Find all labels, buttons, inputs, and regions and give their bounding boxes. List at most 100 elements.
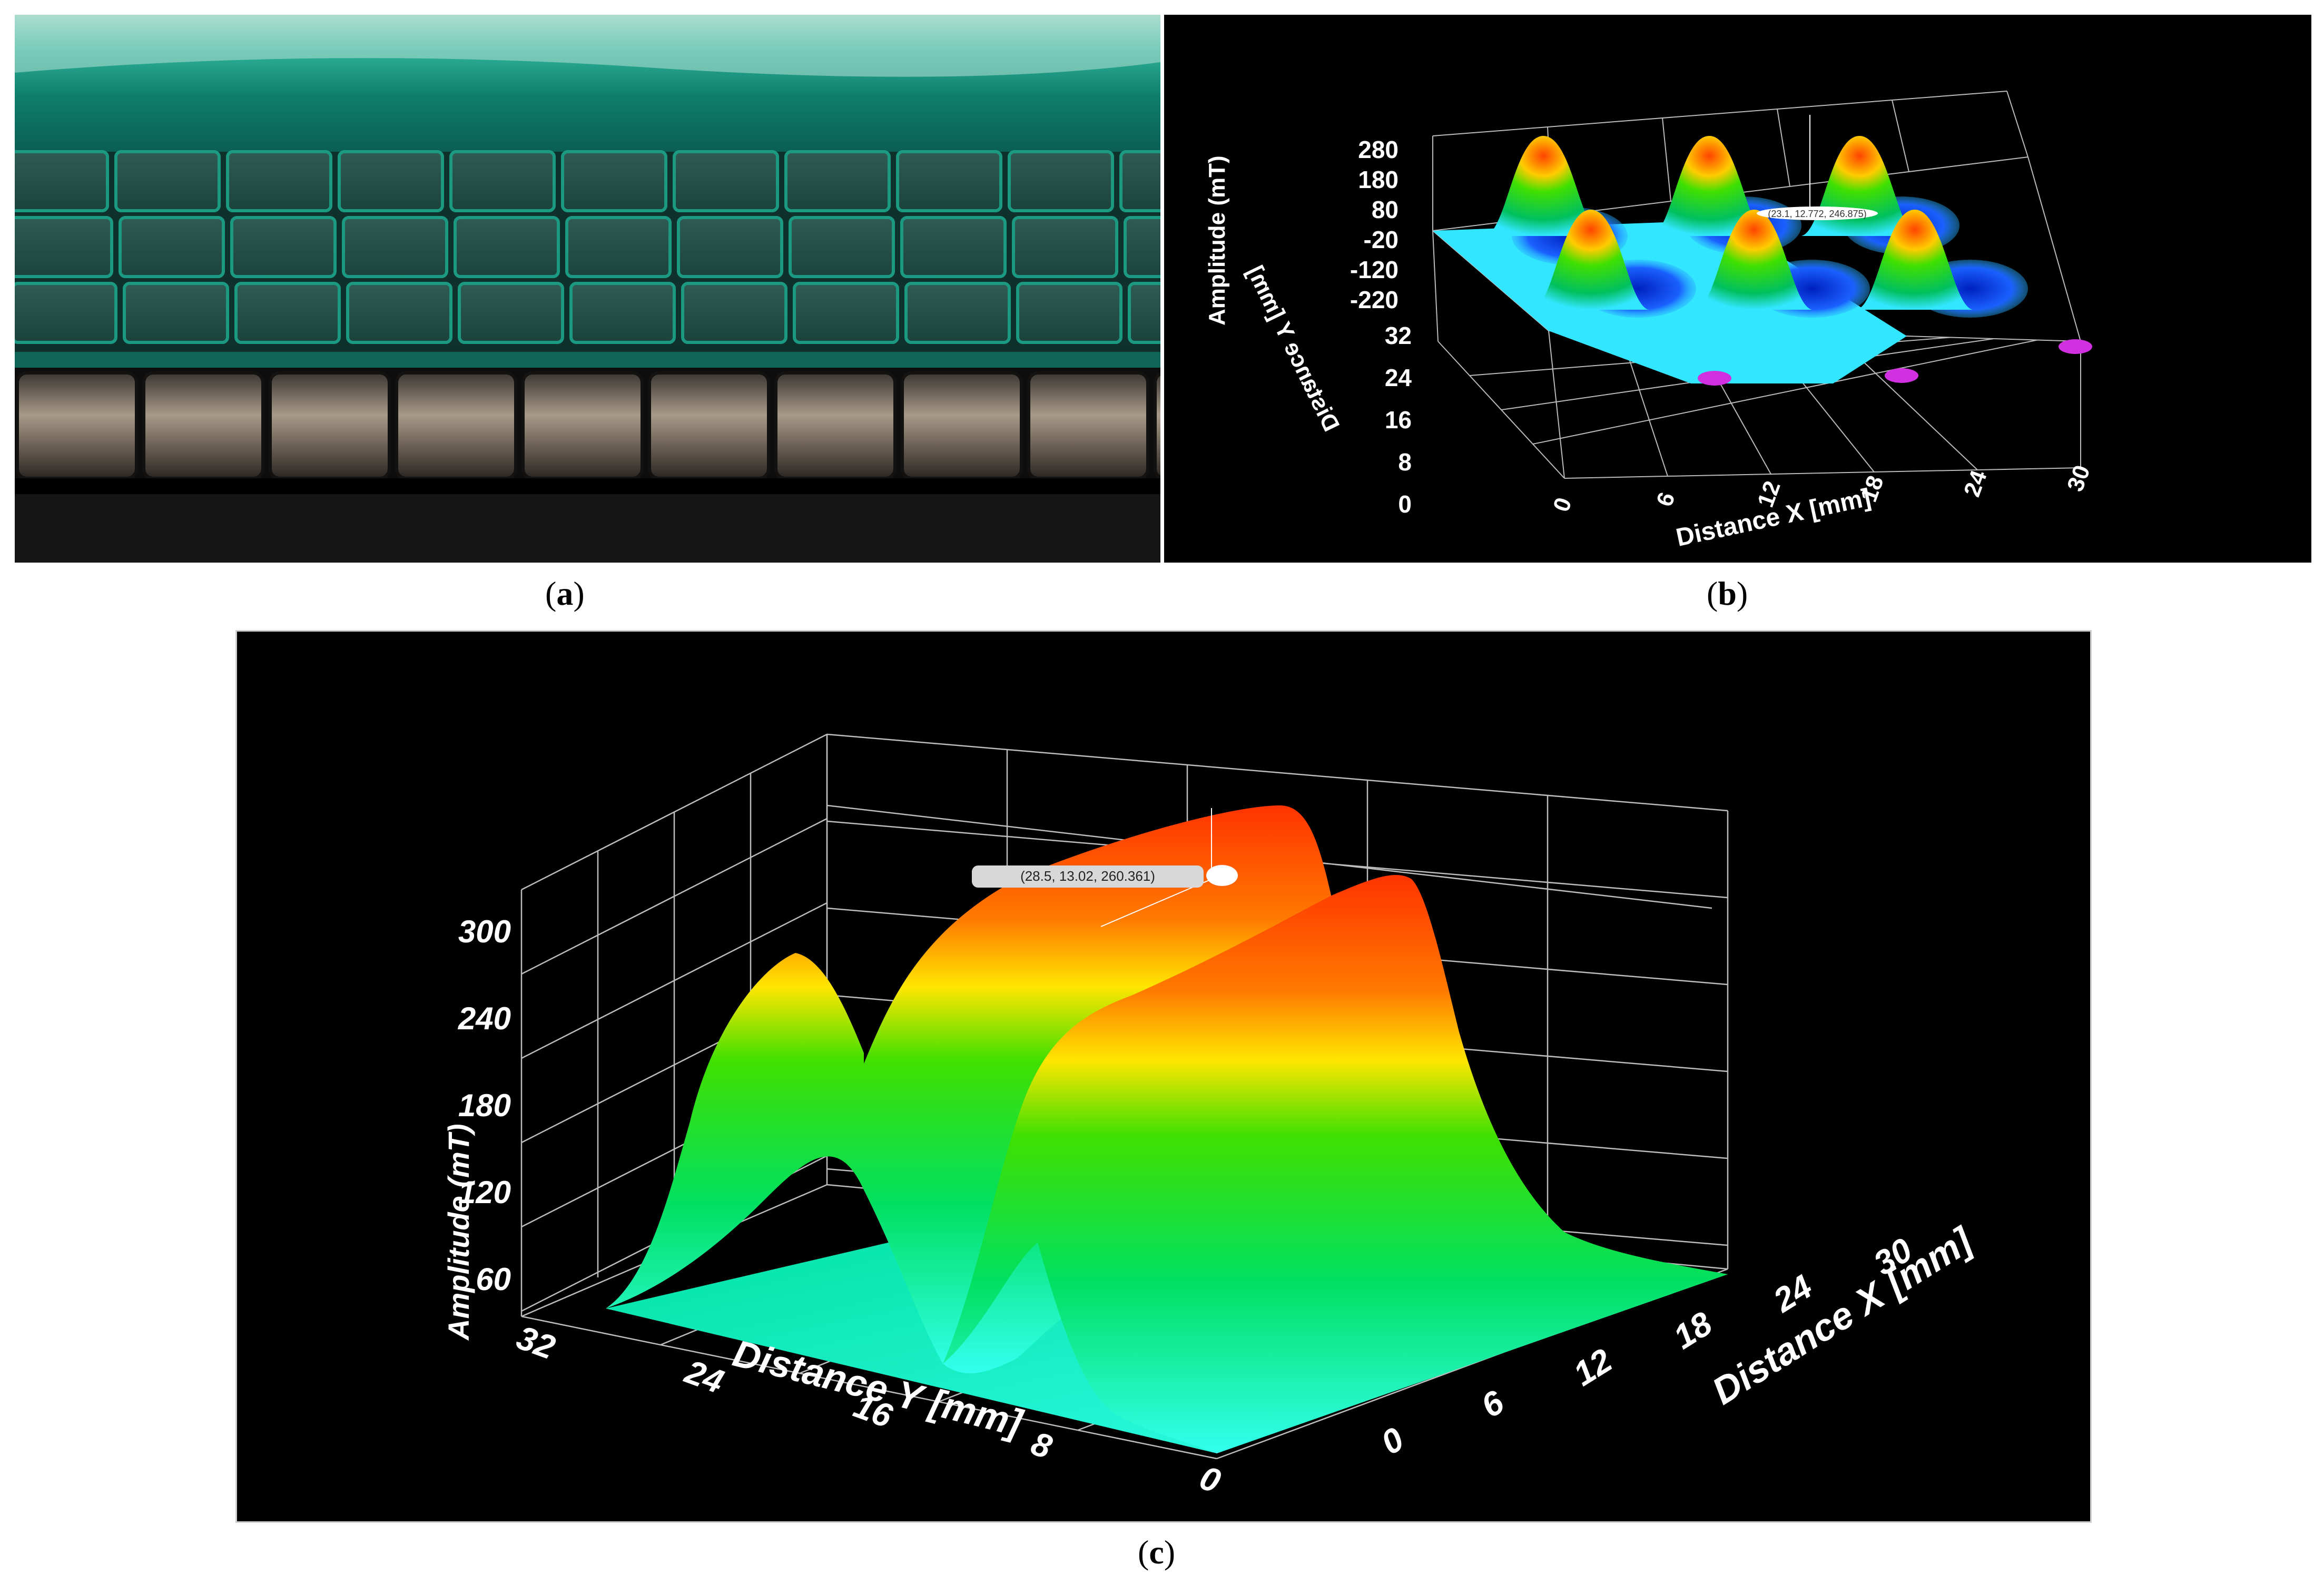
grid-line	[1432, 230, 1439, 342]
field-minimum	[2059, 339, 2092, 354]
magnet-array-photo	[15, 15, 1160, 563]
magnet-tile-top	[449, 150, 556, 212]
grid-line	[2027, 156, 2081, 342]
x-tick-label-c: 0	[1374, 1420, 1410, 1462]
z-tick-label-c: 240	[458, 1001, 511, 1036]
magnet-tile-top	[681, 282, 787, 344]
grid-line	[521, 818, 828, 975]
y-tick-label: 0	[1398, 490, 1412, 518]
surface-plot-c: 300 240 180 120 60 32 24 16 8 0 0 6 12 18 24 30 Amplitu…	[235, 630, 2092, 1523]
magnet-tile-top	[15, 216, 113, 278]
magnet-tile-top	[338, 150, 444, 212]
surface-plot-b: 280 180 80 -20 -120 -220 32 24 16 8 0 0 6 12 18 24 30 Am…	[1164, 15, 2311, 563]
y-tick-label-c: 8	[1026, 1424, 1057, 1466]
magnet-tile-top	[900, 216, 1007, 278]
magnet-front	[901, 371, 1023, 480]
magnet-front	[395, 371, 517, 480]
grid-line	[826, 733, 1728, 812]
field-minimum	[1698, 371, 1731, 386]
x-tick-label: 30	[2062, 462, 2095, 495]
z-tick-label-c: 180	[458, 1088, 511, 1123]
magnet-tile-top	[346, 282, 452, 344]
magnet-tile-top	[454, 216, 560, 278]
magnet-tile-top	[677, 216, 783, 278]
magnet-tile-top	[458, 282, 564, 344]
magnet-array-photo-icon	[15, 15, 1160, 563]
z-axis-label-c: Amplitude (mT)	[442, 1124, 475, 1341]
magnet-tile-top	[234, 282, 341, 344]
grid-line	[521, 1315, 1217, 1460]
magnet-tile-top	[1128, 282, 1160, 344]
field-peak	[1533, 210, 1649, 310]
magnet-front	[521, 371, 644, 480]
magnet-tile-top	[1124, 216, 1160, 278]
magnet-tile-top	[123, 282, 229, 344]
field-peak	[1857, 210, 1973, 310]
field-ridge-front	[943, 874, 1728, 1453]
z-tick-label-c: 300	[458, 914, 511, 949]
y-tick-label: 24	[1385, 364, 1412, 391]
magnet-tile-top	[342, 216, 448, 278]
film-covered-magnet-tiles	[15, 150, 1160, 352]
magnet-tile-top	[904, 282, 1011, 344]
grid-line	[1432, 91, 2007, 136]
cursor-label-c: (28.5, 13.02, 260.361)	[1020, 868, 1155, 884]
grid-line	[1548, 330, 1565, 479]
y-tick-label-c: 0	[1195, 1458, 1225, 1500]
grid-line	[1564, 467, 2081, 479]
magnet-front	[1154, 372, 1160, 479]
magnet-tile-top	[561, 150, 667, 212]
field-minimum	[1885, 368, 1918, 383]
magnet-tile-top	[114, 150, 221, 212]
x-tick-label: 0	[1548, 494, 1577, 515]
field-peak	[1485, 136, 1601, 236]
caption-b: (b)	[1707, 575, 1748, 612]
magnet-tile-top	[569, 282, 676, 344]
cursor-label-b: (23.1, 12.772, 246.875)	[1768, 209, 1866, 219]
y-tick-label: 16	[1385, 406, 1412, 434]
grid-line	[1892, 100, 1909, 172]
z-tick-label-c: 60	[476, 1262, 511, 1297]
magnet-front	[648, 371, 770, 480]
z-tick-label: -120	[1350, 256, 1399, 283]
magnet-tile-top	[1008, 150, 1114, 212]
magnet-tile-top	[230, 216, 337, 278]
magnet-tile-top	[1119, 150, 1160, 212]
y-tick-label-c: 32	[512, 1318, 560, 1366]
magnet-front	[774, 371, 897, 480]
cursor-marker-c: (28.5, 13.02, 260.361)	[972, 808, 1238, 927]
magnet-front	[142, 371, 264, 480]
magnet-tile-top	[793, 282, 899, 344]
surface-c	[606, 805, 1728, 1453]
x-tick-label: 6	[1651, 489, 1680, 510]
y-tick-label-c: 24	[680, 1352, 728, 1401]
grid-line	[1777, 109, 1790, 187]
x-axis-label-c: Distance X [mm]	[1705, 1219, 1981, 1413]
magnet-front	[16, 371, 138, 480]
caption-c: (c)	[1138, 1533, 1176, 1571]
magnet-front-faces	[16, 371, 1160, 480]
grid-line	[1662, 117, 1671, 202]
magnet-tile-top	[226, 150, 332, 212]
magnet-tile-top	[896, 150, 1002, 212]
x-tick-label-c: 6	[1474, 1383, 1511, 1425]
z-tick-label-c: 120	[458, 1175, 511, 1210]
z-tick-label: 280	[1358, 136, 1399, 163]
magnet-tile-top	[789, 216, 895, 278]
magnet-front	[269, 371, 391, 480]
z-tick-label: 180	[1358, 166, 1399, 193]
z-tick-label: -220	[1350, 286, 1399, 313]
z-tick-label: -20	[1364, 226, 1399, 253]
cursor-marker-b: (23.1, 12.772, 246.875)	[1757, 115, 1878, 220]
magnet-front	[1027, 371, 1149, 480]
y-axis-label: Distance Y [mm]	[1242, 262, 1344, 436]
magnet-tile-top	[565, 216, 672, 278]
y-tick-label: 8	[1398, 448, 1412, 476]
x-tick-label-c: 12	[1567, 1341, 1619, 1393]
x-tick-label: 24	[1959, 467, 1992, 500]
grid-line	[2006, 91, 2028, 158]
field-peak	[1651, 136, 1767, 236]
z-axis-label: Amplitude (mT)	[1204, 155, 1230, 326]
magnet-tile-top	[673, 150, 779, 212]
magnet-tile-top	[119, 216, 225, 278]
